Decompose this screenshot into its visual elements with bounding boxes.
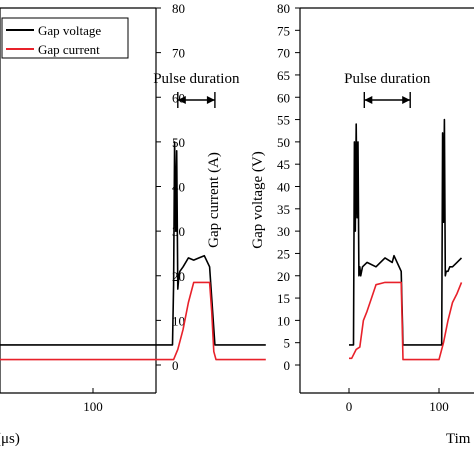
left-y-tick-label: 0 bbox=[172, 358, 179, 373]
right-y-ticks: 0 5 10 15 20 25 30 35 40 45 50 55 60 65 70 75 80 bbox=[277, 1, 300, 373]
right-y-tick-label: 60 bbox=[277, 90, 290, 105]
left-annotation-arrowhead-right bbox=[206, 96, 215, 104]
right-y-tick-label: 10 bbox=[277, 313, 290, 328]
legend-label-current: Gap current bbox=[38, 42, 100, 57]
right-y-tick-label: 45 bbox=[277, 157, 290, 172]
right-y-tick-label: 75 bbox=[277, 23, 290, 38]
right-y-tick-label: 5 bbox=[284, 336, 291, 351]
right-y-axis-title: Gap voltage (V) bbox=[250, 151, 266, 248]
right-x-axis-title: Tim bbox=[446, 431, 471, 447]
left-x-ticks: 100 bbox=[83, 388, 103, 414]
left-x-tick-label: 100 bbox=[83, 399, 103, 414]
right-y-tick-label: 50 bbox=[277, 135, 290, 150]
legend-box bbox=[1, 17, 129, 59]
right-y-tick-label: 40 bbox=[277, 180, 290, 195]
left-panel: 100 01020304050607080 Pulse duration Gap… bbox=[0, 1, 266, 447]
right-annotation-arrowhead-right bbox=[402, 96, 411, 104]
legend-label-voltage: Gap voltage bbox=[38, 23, 101, 38]
right-y-tick-label: 30 bbox=[277, 224, 290, 239]
right-y-tick-label: 55 bbox=[277, 113, 290, 128]
right-series-lines bbox=[349, 118, 463, 361]
left-series-line-current bbox=[0, 281, 266, 361]
right-x-tick-label: 100 bbox=[429, 399, 449, 414]
left-y-tick-label: 80 bbox=[172, 1, 185, 16]
right-y-tick-label: 0 bbox=[284, 358, 291, 373]
left-series-lines bbox=[0, 141, 266, 361]
right-series-line-voltage bbox=[349, 118, 463, 346]
right-y-tick-label: 65 bbox=[277, 68, 290, 83]
left-y-ticks: 01020304050607080 bbox=[156, 1, 185, 373]
left-y-tick-label: 10 bbox=[172, 313, 185, 328]
right-panel: 0 100 0 5 10 15 20 25 30 35 40 45 50 55 60 65 70 75 80 Pu… bbox=[250, 1, 474, 447]
left-annotation-label: Pulse duration bbox=[153, 71, 240, 87]
right-y-tick-label: 25 bbox=[277, 246, 290, 261]
right-pulse-annotation: Pulse duration bbox=[344, 71, 431, 108]
right-annotation-label: Pulse duration bbox=[344, 71, 431, 87]
left-y-tick-label: 70 bbox=[172, 46, 185, 61]
right-y-tick-label: 15 bbox=[277, 291, 290, 306]
right-y-tick-label: 35 bbox=[277, 202, 290, 217]
left-pulse-annotation: Pulse duration bbox=[153, 71, 240, 108]
legend: Gap voltage Gap current bbox=[1, 17, 129, 59]
left-x-axis-title: (μs) bbox=[0, 431, 20, 447]
left-series-line-voltage bbox=[0, 141, 266, 346]
left-annotation-arrowhead-left bbox=[177, 96, 186, 104]
left-y-axis-title: Gap current (A) bbox=[206, 152, 222, 248]
right-x-tick-label: 0 bbox=[346, 399, 353, 414]
right-series-line-current bbox=[349, 281, 463, 361]
right-y-tick-label: 70 bbox=[277, 46, 290, 61]
right-x-ticks: 0 100 bbox=[346, 388, 449, 414]
right-y-tick-label: 80 bbox=[277, 1, 290, 16]
right-y-tick-label: 20 bbox=[277, 269, 290, 284]
right-annotation-arrowhead-left bbox=[364, 96, 373, 104]
